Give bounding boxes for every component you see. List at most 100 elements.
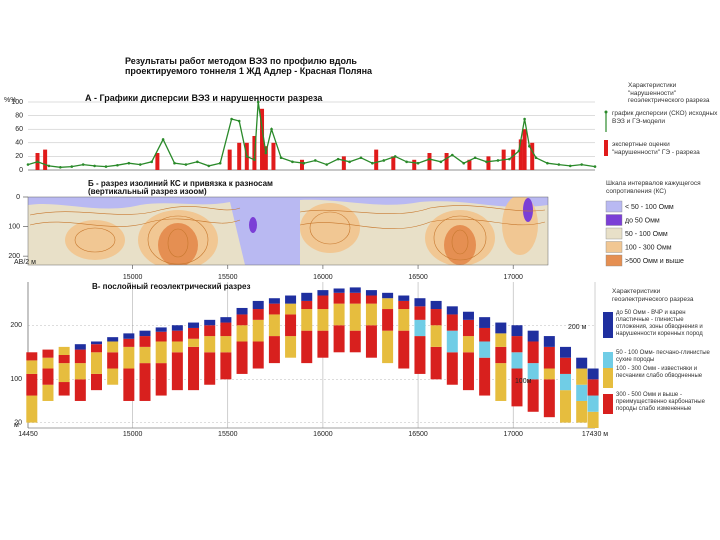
layer	[90, 341, 102, 345]
layer	[576, 368, 588, 385]
layer	[560, 390, 572, 423]
layer	[462, 336, 474, 353]
line-marker	[253, 158, 256, 162]
layer	[236, 341, 248, 374]
layer	[107, 341, 119, 353]
bar	[155, 153, 160, 170]
line-marker	[279, 156, 283, 160]
layer	[479, 357, 491, 396]
layer	[236, 314, 248, 326]
layer	[204, 352, 216, 385]
legend-title: Характеристики геоэлектрического разреза	[612, 288, 694, 303]
bar	[299, 159, 304, 170]
layer	[74, 344, 86, 350]
layer	[430, 309, 442, 326]
line-marker	[348, 160, 351, 164]
layer	[382, 330, 394, 364]
layer	[543, 336, 555, 347]
y-tick-label: 200	[8, 253, 20, 260]
layer	[543, 346, 555, 369]
layer	[587, 395, 599, 412]
layer	[252, 300, 264, 310]
x-tick-label: 16000	[313, 431, 333, 438]
layer	[301, 292, 313, 301]
layer	[479, 327, 491, 342]
layer	[587, 379, 599, 396]
line-marker	[207, 164, 211, 168]
layer	[382, 292, 394, 299]
line-marker	[450, 153, 454, 157]
bar	[511, 149, 516, 170]
layer	[317, 295, 329, 310]
layer	[268, 303, 280, 315]
x-tick-label: 16500	[408, 431, 428, 438]
layer	[382, 309, 394, 331]
y-tick-label: 80	[15, 112, 23, 119]
layer	[560, 346, 572, 358]
layer	[155, 331, 167, 342]
bar	[227, 149, 232, 170]
layer	[301, 330, 313, 364]
line-marker	[47, 164, 51, 168]
line-marker	[161, 138, 165, 141]
legend-swatch	[603, 394, 613, 414]
layer	[171, 330, 183, 342]
legend-swatch	[605, 200, 623, 213]
layer	[252, 309, 264, 320]
layer	[42, 368, 54, 385]
bar	[43, 149, 48, 170]
layer	[365, 295, 377, 304]
line-marker	[237, 119, 241, 123]
line-marker	[523, 117, 526, 121]
legend-entry: график дисперсии (СКО) исходных ВЭЗ и ГЭ…	[612, 110, 718, 125]
layer	[349, 303, 361, 331]
layer	[560, 357, 572, 374]
legend-swatch	[605, 254, 623, 267]
layer	[123, 346, 135, 369]
legend-label: < 50 - 100 Омм	[625, 204, 674, 211]
layer	[188, 338, 200, 347]
layer	[204, 319, 216, 326]
line-marker	[416, 161, 420, 165]
legend-marker	[604, 110, 608, 114]
layer	[285, 336, 297, 358]
line-marker	[393, 155, 397, 158]
layer	[74, 349, 86, 364]
line-marker	[291, 160, 294, 164]
layer	[74, 379, 86, 401]
legend-label: до 50 Омм	[625, 217, 660, 224]
layer	[495, 322, 507, 334]
legend-swatch	[603, 352, 613, 372]
legend-label: 100 - 300 Омм	[625, 244, 672, 251]
bar	[391, 156, 396, 170]
layer	[511, 352, 523, 369]
layer	[543, 368, 555, 380]
x-tick-label: 15500	[218, 274, 238, 281]
bar	[263, 146, 268, 170]
annotation: 100м	[515, 378, 532, 385]
layer	[576, 400, 588, 423]
y-tick-label: 0	[19, 167, 23, 174]
line-marker	[26, 163, 30, 166]
y-tick-label: 60	[15, 126, 23, 133]
layer	[317, 290, 329, 296]
layer	[333, 292, 345, 304]
layer	[414, 319, 426, 337]
x-tick-label: 15500	[218, 431, 238, 438]
layer	[58, 363, 70, 383]
line-marker	[127, 161, 131, 165]
layer	[527, 379, 539, 412]
layer	[446, 330, 458, 353]
layer	[414, 336, 426, 374]
layer	[90, 352, 102, 374]
layer	[317, 330, 329, 358]
line-marker	[196, 160, 199, 164]
layer	[511, 368, 523, 407]
legend-label: 100 - 300 Омм - известняки и песчаники с…	[616, 366, 703, 379]
main-title: Результаты работ методом ВЭЗ по профилю …	[125, 56, 373, 76]
layer	[576, 384, 588, 401]
legend-label: до 50 Омм - ВЧР и карен пластичные - гли…	[616, 310, 703, 337]
line-marker	[116, 163, 119, 167]
layer	[188, 346, 200, 391]
